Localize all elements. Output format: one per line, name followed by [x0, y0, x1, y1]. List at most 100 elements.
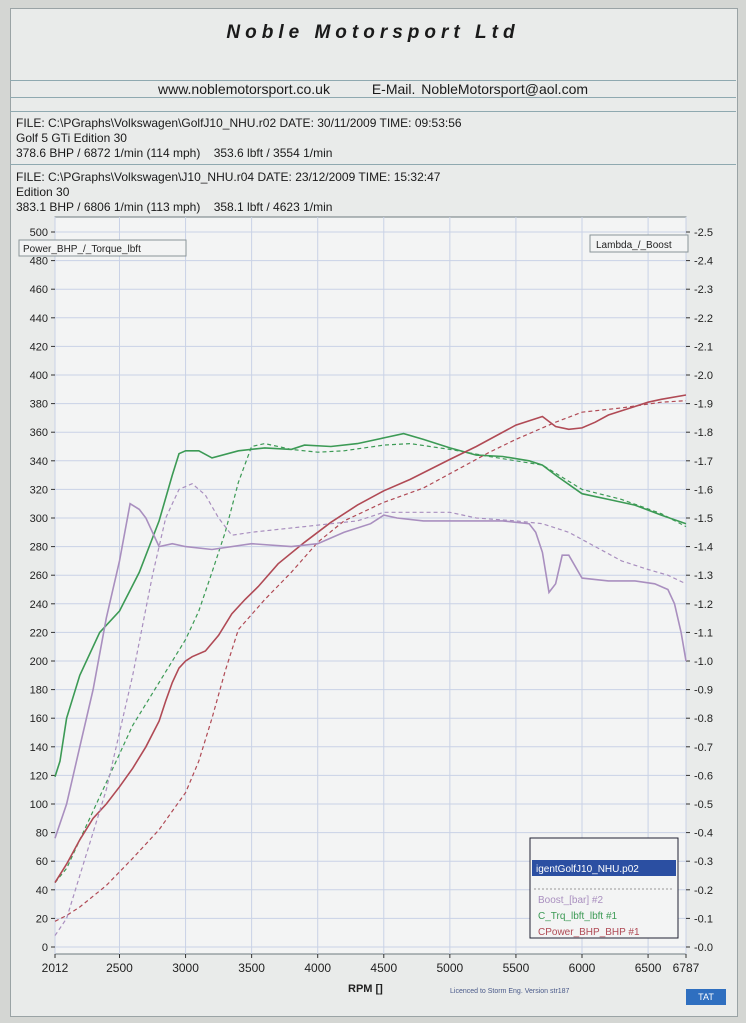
run-2-peaks: 383.1 BHP / 6806 1/min (113 mph) 358.1 l…	[16, 200, 440, 215]
right-tick-label: -0.9	[694, 685, 713, 697]
left-tick-label: 160	[30, 713, 48, 725]
x-tick-label: 6500	[635, 961, 662, 975]
right-tick-label: -1.4	[694, 542, 713, 554]
right-axis-label-box	[589, 234, 689, 253]
run-2-file: FILE: C:\PGraphs\Volkswagen\J10_NHU.r04 …	[16, 170, 441, 184]
right-tick-label: -0.2	[694, 885, 713, 897]
right-tick-label: -2.4	[694, 256, 713, 268]
left-tick-label: 240	[30, 599, 48, 611]
left-tick-label: 120	[30, 770, 48, 782]
right-tick-label: -1.6	[694, 484, 713, 496]
x-tick-label: 5000	[437, 961, 464, 975]
legend-entry-power: CPower_BHP_BHP #1	[538, 927, 640, 938]
right-tick-label: -1.0	[694, 656, 713, 668]
left-tick-label: 180	[30, 685, 48, 697]
header-rule-2	[10, 97, 736, 98]
licence-text: Licenced to Storm Eng. Version str187	[450, 988, 570, 995]
right-tick-label: -1.8	[694, 427, 713, 439]
x-tick-label: 2012	[42, 961, 69, 975]
x-tick-label: 3000	[172, 961, 199, 975]
run-1-info: FILE: C:\PGraphs\Volkswagen\GolfJ10_NHU.…	[16, 116, 462, 161]
legend-header: igentGolfJ10_NHU.p02	[536, 864, 639, 875]
email-text: E-Mail. NobleMotorsport@aol.com	[371, 81, 589, 97]
run-2-car: Edition 30	[16, 185, 70, 199]
left-tick-label: 220	[30, 627, 48, 639]
right-axis-label: Lambda_/_Boost	[596, 240, 672, 251]
left-tick-label: 380	[30, 399, 48, 411]
contact-line: www.noblemotorsport.co.uk E-Mail. NobleM…	[10, 81, 736, 97]
right-tick-label: -2.5	[694, 227, 713, 239]
left-tick-label: 40	[36, 885, 48, 897]
series-line-4	[54, 502, 687, 839]
left-axis: 0 20 40 60 80 100 120 140 160 180 200 220 240 260 280 3…	[30, 227, 55, 954]
run-2-torque: 358.1 lbft / 4623 1/min	[213, 200, 333, 214]
run-1-car: Golf 5 GTi Edition 30	[16, 131, 127, 145]
x-tick-label: 5500	[503, 961, 530, 975]
tat-logo: TAT	[686, 989, 726, 1005]
run-2-info: FILE: C:\PGraphs\Volkswagen\J10_NHU.r04 …	[16, 170, 440, 215]
series-line-5	[54, 483, 687, 936]
left-tick-label: 480	[30, 256, 48, 268]
header-rule-4	[10, 164, 736, 165]
series-line-0	[54, 432, 687, 778]
right-tick-label: -2.3	[694, 284, 713, 296]
right-tick-label: -1.1	[694, 627, 713, 639]
plot-frame	[54, 216, 687, 955]
series-line-1	[54, 442, 687, 883]
website-text: www.noblemotorsport.co.uk	[157, 81, 330, 97]
right-tick-label: -2.2	[694, 313, 713, 325]
x-tick-label: 6000	[569, 961, 596, 975]
left-tick-label: 460	[30, 284, 48, 296]
left-tick-label: 260	[30, 570, 48, 582]
run-1-file: FILE: C:\PGraphs\Volkswagen\GolfJ10_NHU.…	[16, 116, 462, 130]
series-group	[54, 394, 687, 936]
grid	[54, 217, 687, 954]
left-tick-label: 140	[30, 742, 48, 754]
series-line-3	[54, 400, 687, 922]
right-tick-label: -0.7	[694, 742, 713, 754]
header-rule-1	[10, 80, 736, 81]
right-tick-label: -0.5	[694, 799, 713, 811]
left-tick-label: 360	[30, 427, 48, 439]
right-tick-label: -0.8	[694, 713, 713, 725]
left-tick-label: 100	[30, 799, 48, 811]
left-tick-label: 200	[30, 656, 48, 668]
right-tick-label: -2.0	[694, 370, 713, 382]
left-tick-label: 440	[30, 313, 48, 325]
legend-box	[529, 837, 679, 939]
legend-entry-boost: Boost_[bar] #2	[538, 895, 603, 906]
legend-entry-torque: C_Trq_lbft_lbft #1	[538, 911, 618, 922]
left-tick-label: 340	[30, 456, 48, 468]
x-tick-label: 4000	[304, 961, 331, 975]
left-tick-label: 20	[36, 913, 48, 925]
left-axis-label-box	[18, 239, 187, 257]
left-tick-label: 280	[30, 542, 48, 554]
right-tick-label: -1.7	[694, 456, 713, 468]
left-tick-label: 0	[42, 942, 48, 954]
right-axis: -0.0 -0.1 -0.2 -0.3 -0.4 -0.5 -0.6 -0.7 -0.8 -0.9…	[686, 227, 713, 954]
run-2-power: 383.1 BHP / 6806 1/min (113 mph)	[16, 200, 201, 214]
left-tick-label: 500	[30, 227, 48, 239]
x-axis: 2012 2500 3000 3500 4000 4500 5000 5500 6000 6500…	[42, 954, 700, 975]
right-tick-label: -1.2	[694, 599, 713, 611]
left-tick-label: 320	[30, 484, 48, 496]
right-tick-label: -0.3	[694, 856, 713, 868]
left-tick-label: 80	[36, 828, 48, 840]
left-tick-label: 420	[30, 341, 48, 353]
company-title: Noble Motorsport Ltd	[226, 22, 520, 43]
right-tick-label: -0.1	[694, 913, 713, 925]
header-rule-3	[10, 111, 736, 112]
x-tick-label: 6787	[673, 961, 700, 975]
x-tick-label: 2500	[106, 961, 133, 975]
run-1-power: 378.6 BHP / 6872 1/min (114 mph)	[16, 146, 201, 160]
left-axis-label: Power_BHP_/_Torque_lbft	[23, 244, 141, 255]
right-tick-label: -2.1	[694, 341, 713, 353]
run-1-peaks: 378.6 BHP / 6872 1/min (114 mph) 353.6 l…	[16, 146, 462, 161]
right-tick-label: -1.3	[694, 570, 713, 582]
run-1-torque: 353.6 lbft / 3554 1/min	[213, 146, 333, 160]
right-tick-label: -1.9	[694, 399, 713, 411]
right-tick-label: -0.0	[694, 942, 713, 954]
series-line-2	[54, 394, 687, 884]
x-axis-label: RPM []	[348, 983, 383, 995]
